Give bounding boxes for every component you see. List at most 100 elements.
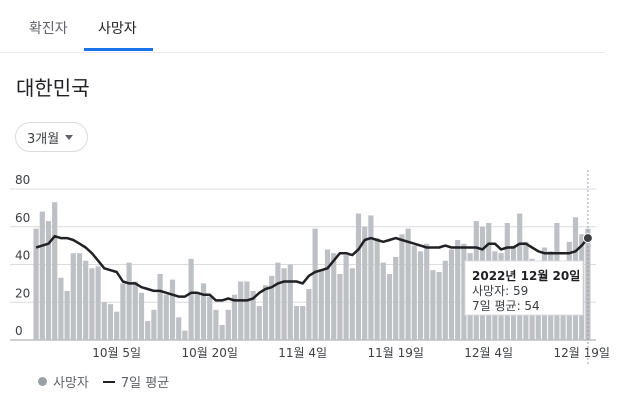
tab-deaths[interactable]: 사망자 [98,21,137,37]
bar[interactable] [126,262,132,340]
legend-bar-swatch [38,377,47,386]
bar[interactable] [281,268,287,340]
bar[interactable] [380,262,386,340]
bar[interactable] [424,243,430,340]
bar[interactable] [238,281,244,340]
chart-legend: 사망자 7일 평균 [38,372,169,391]
bar[interactable] [318,270,324,340]
bar[interactable] [256,306,262,340]
bar[interactable] [200,283,207,340]
y-tick-label: 20 [15,286,30,300]
bar[interactable] [287,264,293,341]
y-tick-label: 40 [15,249,30,263]
tooltip-box [464,260,584,316]
bar[interactable] [101,302,107,340]
bar[interactable] [213,309,219,340]
bar[interactable] [399,234,405,340]
bar[interactable] [386,273,393,340]
bar[interactable] [188,258,194,340]
avg-line [35,234,589,302]
legend-line-swatch [102,380,115,383]
legend-line-label: 7일 평균 [120,376,170,391]
deaths-chart[interactable]: 0 20 40 60 80 10월 5일 10월 20일 11월 4일 11월 19일 12월 4… [0,165,621,365]
bar[interactable] [250,290,256,340]
tooltip-date: 2022년 12월 20일 [472,268,580,283]
x-tick-label: 10월 20일 [181,346,237,360]
legend-bars-label: 사망자 [53,376,89,391]
bar[interactable] [405,228,411,340]
bar[interactable] [33,228,39,340]
bar[interactable] [293,306,300,340]
bar[interactable] [362,226,368,340]
bar[interactable] [306,289,312,340]
bar[interactable] [343,255,349,340]
date-range-dropdown[interactable]: 3개월 [15,122,88,152]
bar[interactable] [312,228,318,340]
bar[interactable] [194,292,200,340]
bar[interactable] [275,262,281,340]
tab-bar: 확진자 사망자 [0,0,605,53]
bar[interactable] [132,281,138,340]
bar[interactable] [393,256,399,340]
tab-confirmed[interactable]: 확진자 [29,21,68,37]
bar[interactable] [300,306,306,340]
bar[interactable] [138,292,145,340]
bar[interactable] [448,249,455,340]
bar[interactable] [355,213,362,340]
caret-down-icon [65,134,74,140]
region-title: 대한민국 [16,76,90,100]
bar[interactable] [231,294,238,340]
tooltip-avg: 7일 평균: 54 [472,299,540,313]
bar[interactable] [145,321,151,340]
bar[interactable] [262,285,269,340]
bar[interactable] [219,324,225,340]
bar[interactable] [64,290,70,340]
bar[interactable] [45,221,52,340]
bar[interactable] [76,253,83,340]
x-tick-label: 11월 4일 [278,346,327,360]
bar[interactable] [58,277,64,340]
bar[interactable] [337,273,343,340]
bar[interactable] [176,317,182,340]
bar[interactable] [430,270,436,340]
x-tick-label: 10월 5일 [92,346,141,360]
bar[interactable] [368,215,374,340]
y-tick-label: 60 [15,211,30,225]
bar[interactable] [39,211,45,340]
bar[interactable] [182,330,188,340]
bar[interactable] [70,253,76,340]
highlight-point [582,233,593,244]
bar[interactable] [269,275,275,340]
x-tick-label: 12월 19일 [553,346,609,360]
x-tick-label: 12월 4일 [464,346,513,360]
bar[interactable] [436,272,442,340]
bar[interactable] [169,279,176,340]
bar[interactable] [442,260,448,340]
bar[interactable] [455,239,461,340]
date-range-label: 3개월 [27,131,60,147]
x-tick-label: 11월 19일 [367,346,423,360]
bar[interactable] [417,251,424,340]
bar[interactable] [585,228,591,340]
bar[interactable] [163,294,169,340]
bar[interactable] [89,268,95,340]
bar[interactable] [114,311,120,340]
y-tick-label: 0 [15,324,23,338]
y-tick-label: 80 [15,173,30,187]
bar[interactable] [331,253,337,340]
bar[interactable] [207,296,213,340]
bar[interactable] [52,202,58,340]
bar[interactable] [349,268,355,340]
bar[interactable] [374,238,380,340]
bar[interactable] [107,304,114,340]
bar[interactable] [244,281,250,340]
bar[interactable] [461,243,467,340]
bar[interactable] [120,283,126,340]
bar[interactable] [95,266,101,340]
bar[interactable] [411,245,417,340]
bar[interactable] [151,309,157,340]
bar[interactable] [157,273,163,340]
bar[interactable] [83,260,89,340]
bar[interactable] [225,309,231,340]
bar[interactable] [324,249,331,340]
